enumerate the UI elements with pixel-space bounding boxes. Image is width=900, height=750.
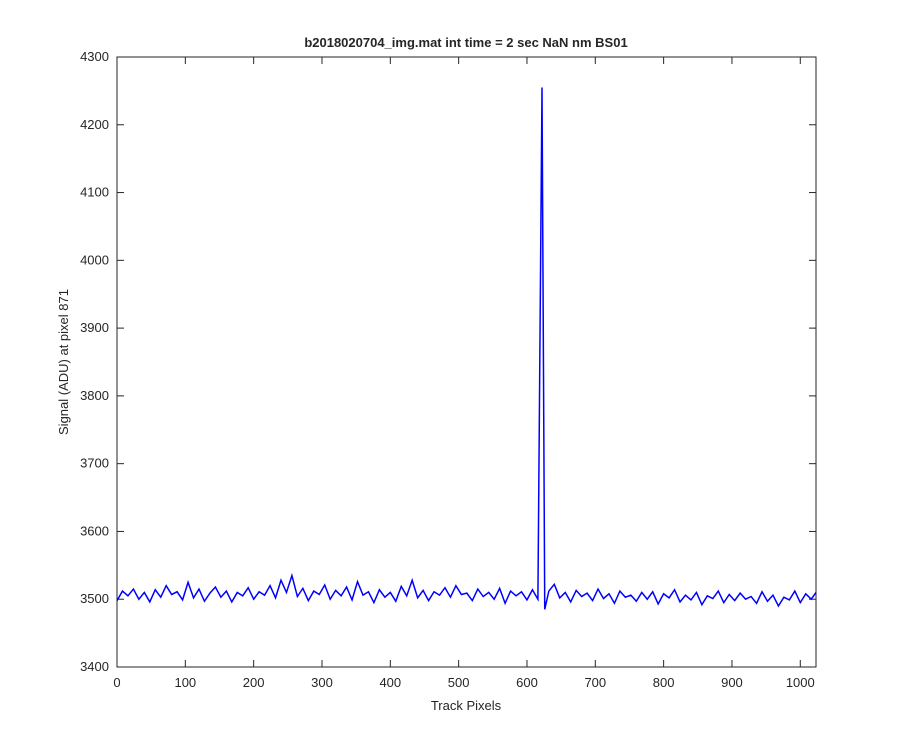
y-tick-label: 4300	[80, 49, 109, 64]
y-tick-label: 3400	[80, 659, 109, 674]
x-tick-label: 1000	[786, 675, 815, 690]
y-tick-label: 4000	[80, 252, 109, 267]
plot-frame	[116, 56, 817, 668]
x-tick-label: 0	[113, 675, 120, 690]
x-tick-label: 800	[653, 675, 675, 690]
y-tick-label: 4200	[80, 117, 109, 132]
x-tick-label: 500	[448, 675, 470, 690]
x-axis-label: Track Pixels	[431, 698, 502, 713]
x-tick-label: 100	[174, 675, 196, 690]
x-tick-label: 300	[311, 675, 333, 690]
chart-title: b2018020704_img.mat int time = 2 sec NaN…	[304, 35, 627, 50]
y-tick-label: 3800	[80, 388, 109, 403]
y-axis-label: Signal (ADU) at pixel 871	[56, 289, 71, 435]
y-tick-label: 3600	[80, 523, 109, 538]
x-tick-label: 400	[379, 675, 401, 690]
y-tick-label: 3700	[80, 456, 109, 471]
data-line	[116, 87, 817, 610]
y-tick-label: 3900	[80, 320, 109, 335]
x-tick-label: 900	[721, 675, 743, 690]
y-tick-label: 4100	[80, 185, 109, 200]
x-tick-label: 200	[243, 675, 265, 690]
y-tick-label: 3500	[80, 591, 109, 606]
x-tick-label: 700	[584, 675, 606, 690]
x-tick-label: 600	[516, 675, 538, 690]
